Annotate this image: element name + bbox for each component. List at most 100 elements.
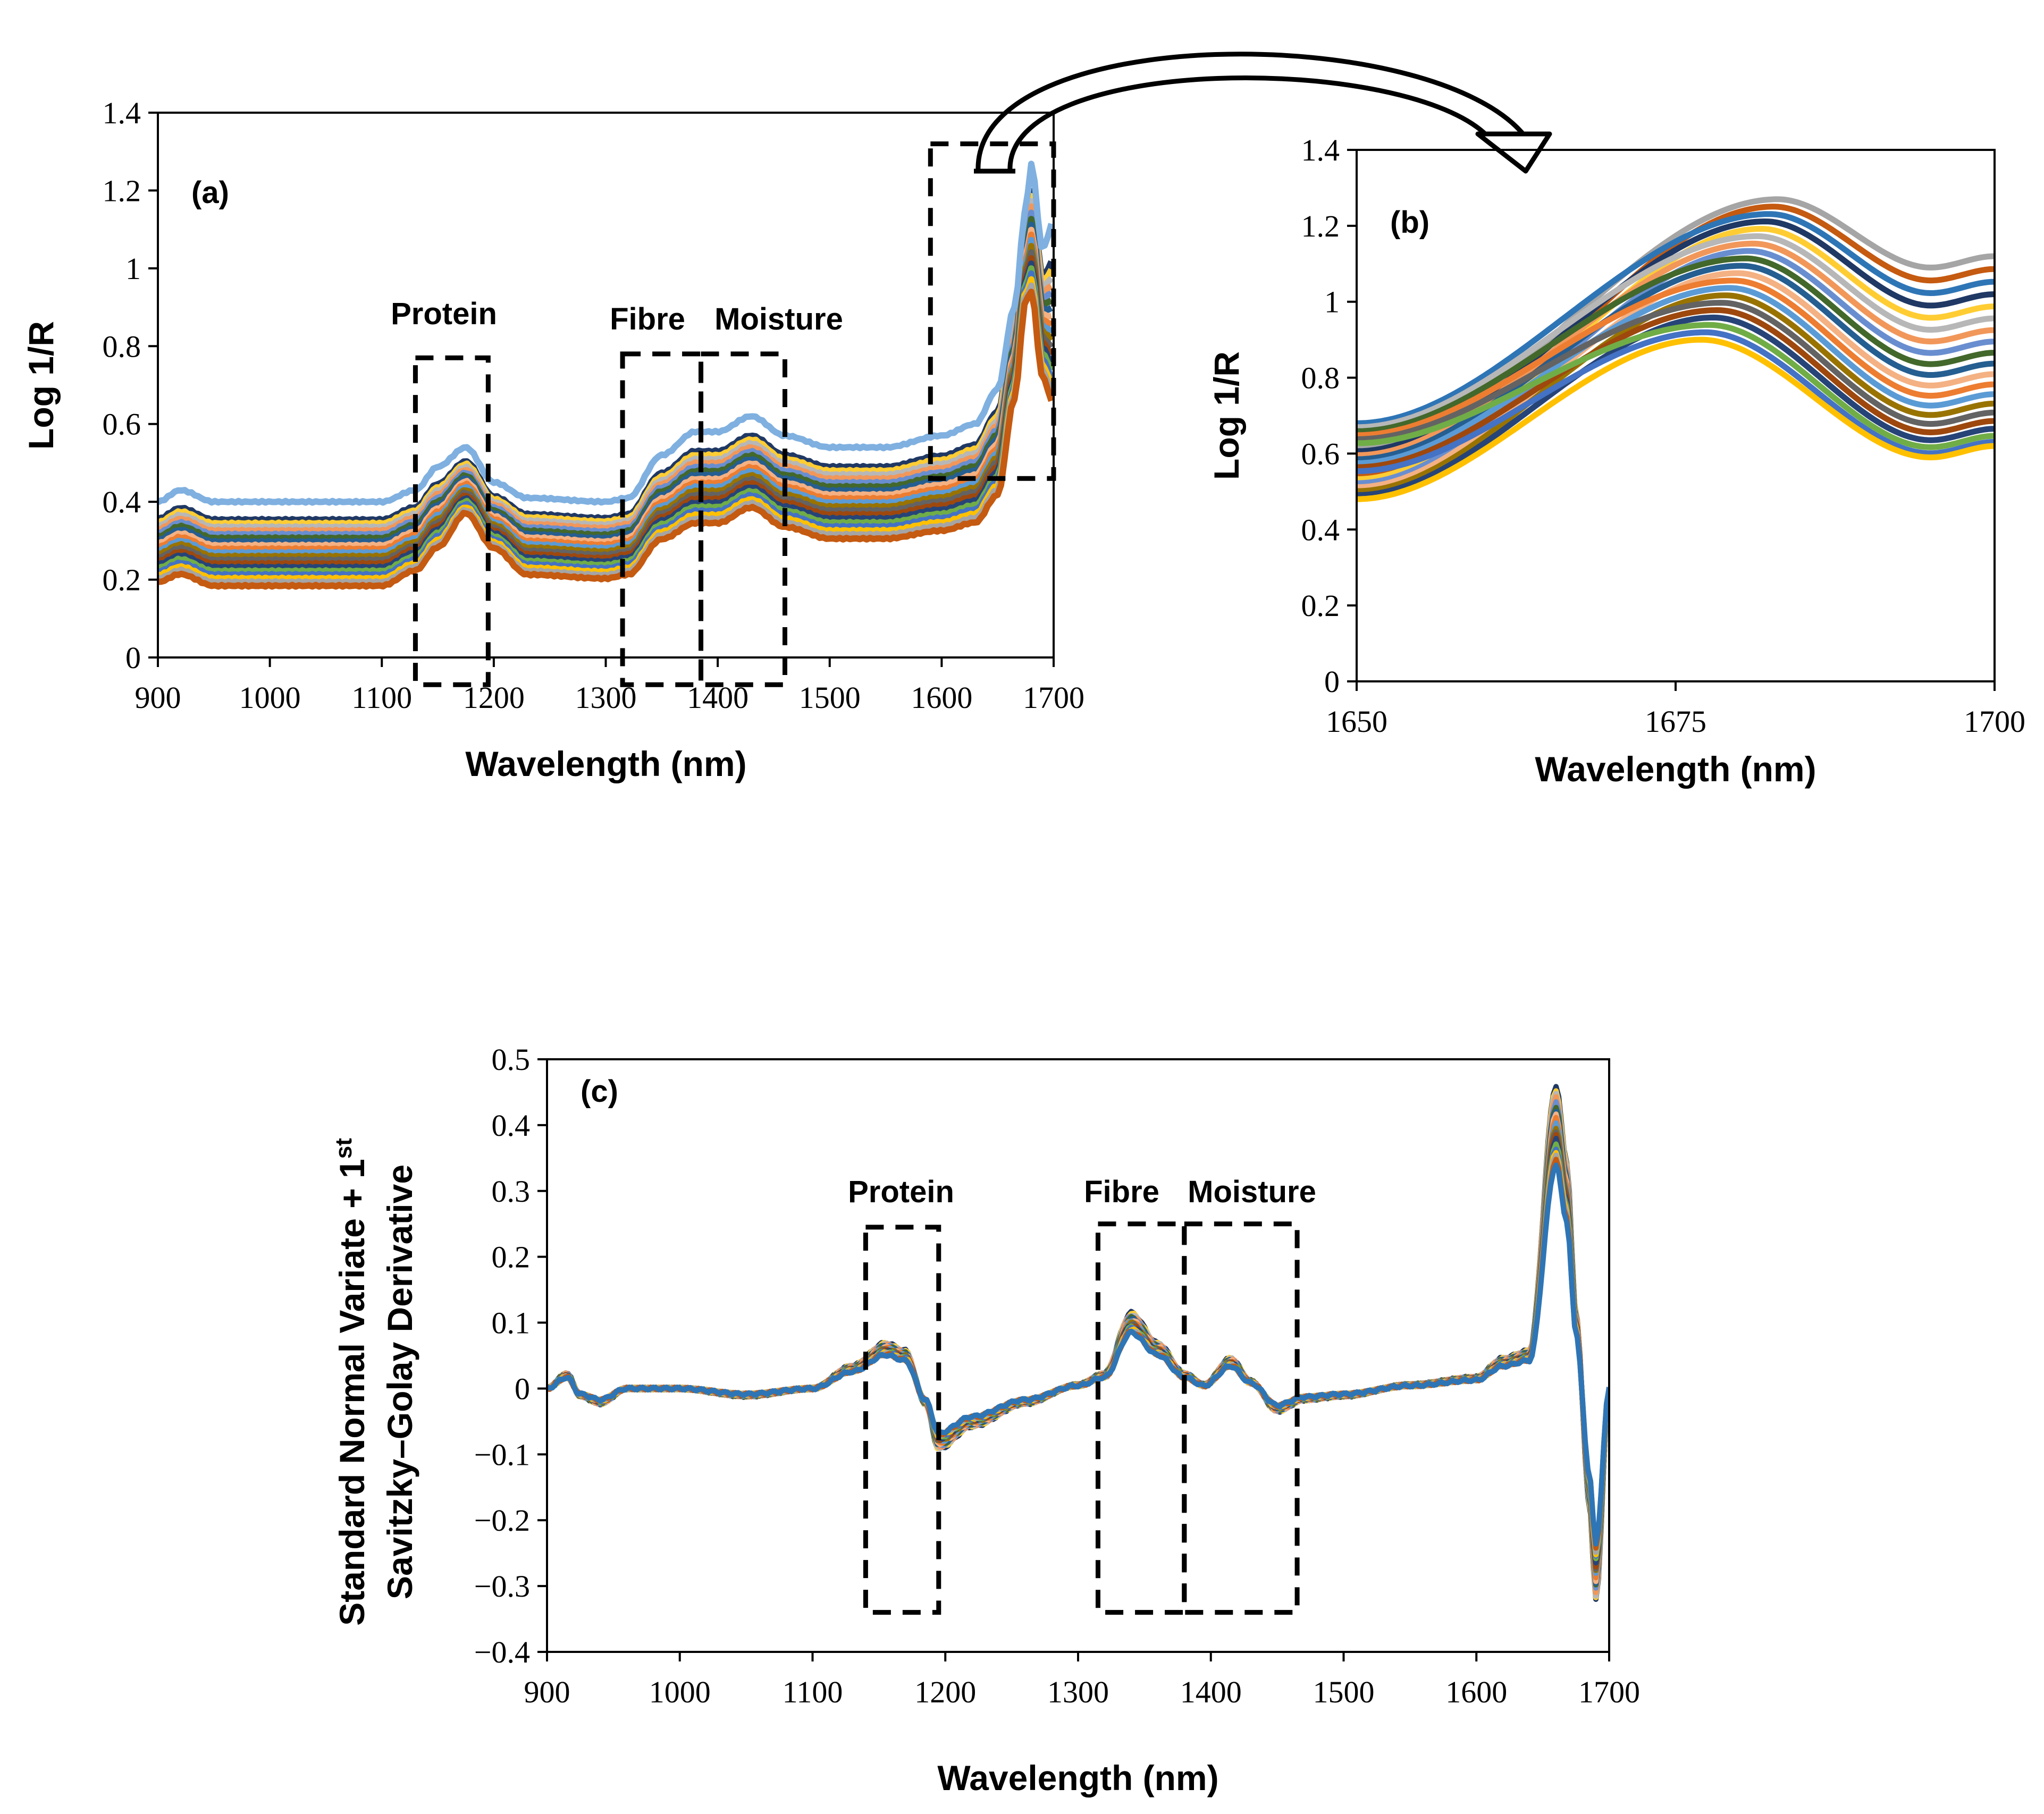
axis-ticks-c: 900 1000 1100 1200 1300 1400 1500 1600 1700 0.5 0.… (474, 1042, 1640, 1709)
x-tick-label: 1700 (1578, 1675, 1640, 1709)
spectrum-line-b (1357, 211, 1995, 426)
y-tick-label: 0.2 (492, 1240, 531, 1275)
y-tick-label: 0.4 (103, 485, 141, 519)
spectrum-line-c (547, 1126, 1609, 1573)
zoom-arrow (974, 52, 1552, 174)
series-group-c (547, 1084, 1609, 1602)
annotation-protein-a: Protein (391, 297, 497, 331)
spectrum-line-a (158, 289, 1054, 590)
spectrum-line-b (1357, 255, 1995, 434)
annotation-fibre-a: Fibre (610, 302, 685, 336)
annotation-box (1182, 1221, 1300, 1615)
x-axis-label-c: Wavelength (nm) (937, 1758, 1218, 1798)
annotation-protein-c: Protein (848, 1175, 954, 1209)
x-tick-label: 1100 (783, 1675, 843, 1709)
y-tick-label: 1.2 (1301, 209, 1340, 243)
axis-ticks-a: 900 1000 1100 1200 1300 1400 1500 1600 170000.20… (103, 96, 1085, 715)
y-axis-label-c-line1: Standard Normal Variate + 1st (331, 1138, 372, 1626)
y-axis-label-c-superscript: st (331, 1138, 357, 1159)
y-tick-label: 0.2 (1301, 588, 1340, 623)
x-axis-label-b: Wavelength (nm) (1535, 749, 1816, 789)
panel-label-a: (a) (191, 175, 229, 210)
x-tick-label: 1700 (1023, 680, 1084, 715)
spectrum-line-c (547, 1120, 1609, 1576)
spectrum-line-c (547, 1115, 1609, 1581)
spectrum-line-a (158, 255, 1054, 568)
y-axis-label-b: Log 1/R (1207, 351, 1246, 480)
spectrum-line-c (547, 1129, 1609, 1572)
spectrum-line-c (547, 1150, 1609, 1558)
spectrum-line-a (158, 260, 1054, 572)
x-tick-label: 1650 (1326, 704, 1387, 739)
annotation-box (699, 351, 787, 687)
chart-panel-c: 900 1000 1100 1200 1300 1400 1500 1600 1700 0.5 0.… (331, 1042, 1640, 1798)
spectrum-line-c (547, 1141, 1609, 1562)
annotation-box (413, 355, 491, 687)
chart-panel-b: 1650 1675 1700 0 0.2 0.4 0.6 0.8 1 1.2 1.4 (b) Wav… (1207, 133, 2025, 789)
y-tick-label: 0 (125, 640, 141, 675)
y-tick-label: 1 (1324, 285, 1340, 319)
chart-panel-a: 900 1000 1100 1200 1300 1400 1500 1600 170000.20… (21, 96, 1084, 783)
series-group-a (158, 161, 1054, 590)
y-axis-label-a: Log 1/R (21, 321, 61, 450)
x-tick-label: 1700 (1964, 704, 2025, 739)
x-tick-label: 1000 (239, 680, 301, 715)
x-tick-label: 1100 (351, 680, 412, 715)
y-tick-label: 0.1 (492, 1306, 531, 1340)
y-tick-label: −0.3 (474, 1569, 530, 1604)
y-tick-label: 0 (1324, 664, 1340, 699)
spectrum-line-c (547, 1152, 1609, 1555)
plot-frame-c (546, 1058, 1610, 1653)
spectrum-line-c (547, 1088, 1609, 1600)
y-tick-label: 0.4 (1301, 512, 1340, 547)
x-tick-label: 900 (135, 680, 181, 715)
spectrum-line-a (158, 161, 1054, 506)
annotation-box (928, 141, 1056, 481)
y-tick-label: −0.1 (474, 1437, 530, 1472)
y-tick-label: −0.2 (474, 1503, 530, 1538)
spectrum-line-c (547, 1104, 1609, 1588)
annotation-boxes-c (863, 1221, 1300, 1615)
spectrum-line-c (547, 1109, 1609, 1586)
spectrum-line-a (158, 188, 1054, 524)
y-tick-label: 0.8 (103, 329, 141, 364)
x-tick-label: 1675 (1645, 704, 1706, 739)
x-axis-label-a: Wavelength (nm) (465, 744, 746, 783)
spectrum-line-c (547, 1146, 1609, 1559)
x-tick-label: 1300 (1047, 1675, 1109, 1709)
spectrum-line-c (547, 1111, 1609, 1584)
x-tick-label: 1000 (649, 1675, 711, 1709)
y-axis-label-c-line2: Savitzky–Golay Derivative (380, 1165, 419, 1599)
spectrum-line-c (547, 1084, 1609, 1602)
spectrum-line-b (1357, 329, 1995, 474)
x-tick-label: 1200 (463, 680, 525, 715)
y-tick-label: 0.6 (103, 407, 141, 442)
y-tick-label: 0.4 (492, 1108, 531, 1143)
x-tick-label: 1600 (1445, 1675, 1507, 1709)
y-tick-label: 0.2 (103, 563, 141, 597)
spectrum-line-b (1357, 307, 1995, 470)
spectrum-line-b (1357, 322, 1995, 450)
annotation-moisture-c: Moisture (1188, 1175, 1316, 1209)
y-tick-label: −0.4 (474, 1635, 530, 1669)
series-group-b (1357, 196, 1995, 502)
spectrum-line-b (1357, 263, 1995, 462)
y-tick-label: 0 (515, 1371, 530, 1406)
spectrum-line-a (158, 216, 1053, 542)
spectrum-line-b (1357, 233, 1995, 431)
spectrum-line-a (158, 193, 1054, 528)
spectrum-line-c (547, 1136, 1609, 1566)
x-tick-label: 900 (524, 1675, 570, 1709)
spectrum-line-b (1357, 292, 1995, 494)
spectrum-line-c (547, 1099, 1609, 1591)
x-tick-label: 1500 (799, 680, 861, 715)
x-tick-label: 1400 (1180, 1675, 1242, 1709)
y-tick-label: 0.5 (492, 1042, 531, 1077)
spectrum-line-b (1357, 336, 1995, 502)
spectrum-line-c (547, 1162, 1609, 1547)
y-tick-label: 1 (125, 251, 141, 286)
spectrum-line-c (547, 1091, 1609, 1599)
spectrum-line-c (547, 1094, 1609, 1596)
spectrum-line-b (1357, 277, 1995, 438)
